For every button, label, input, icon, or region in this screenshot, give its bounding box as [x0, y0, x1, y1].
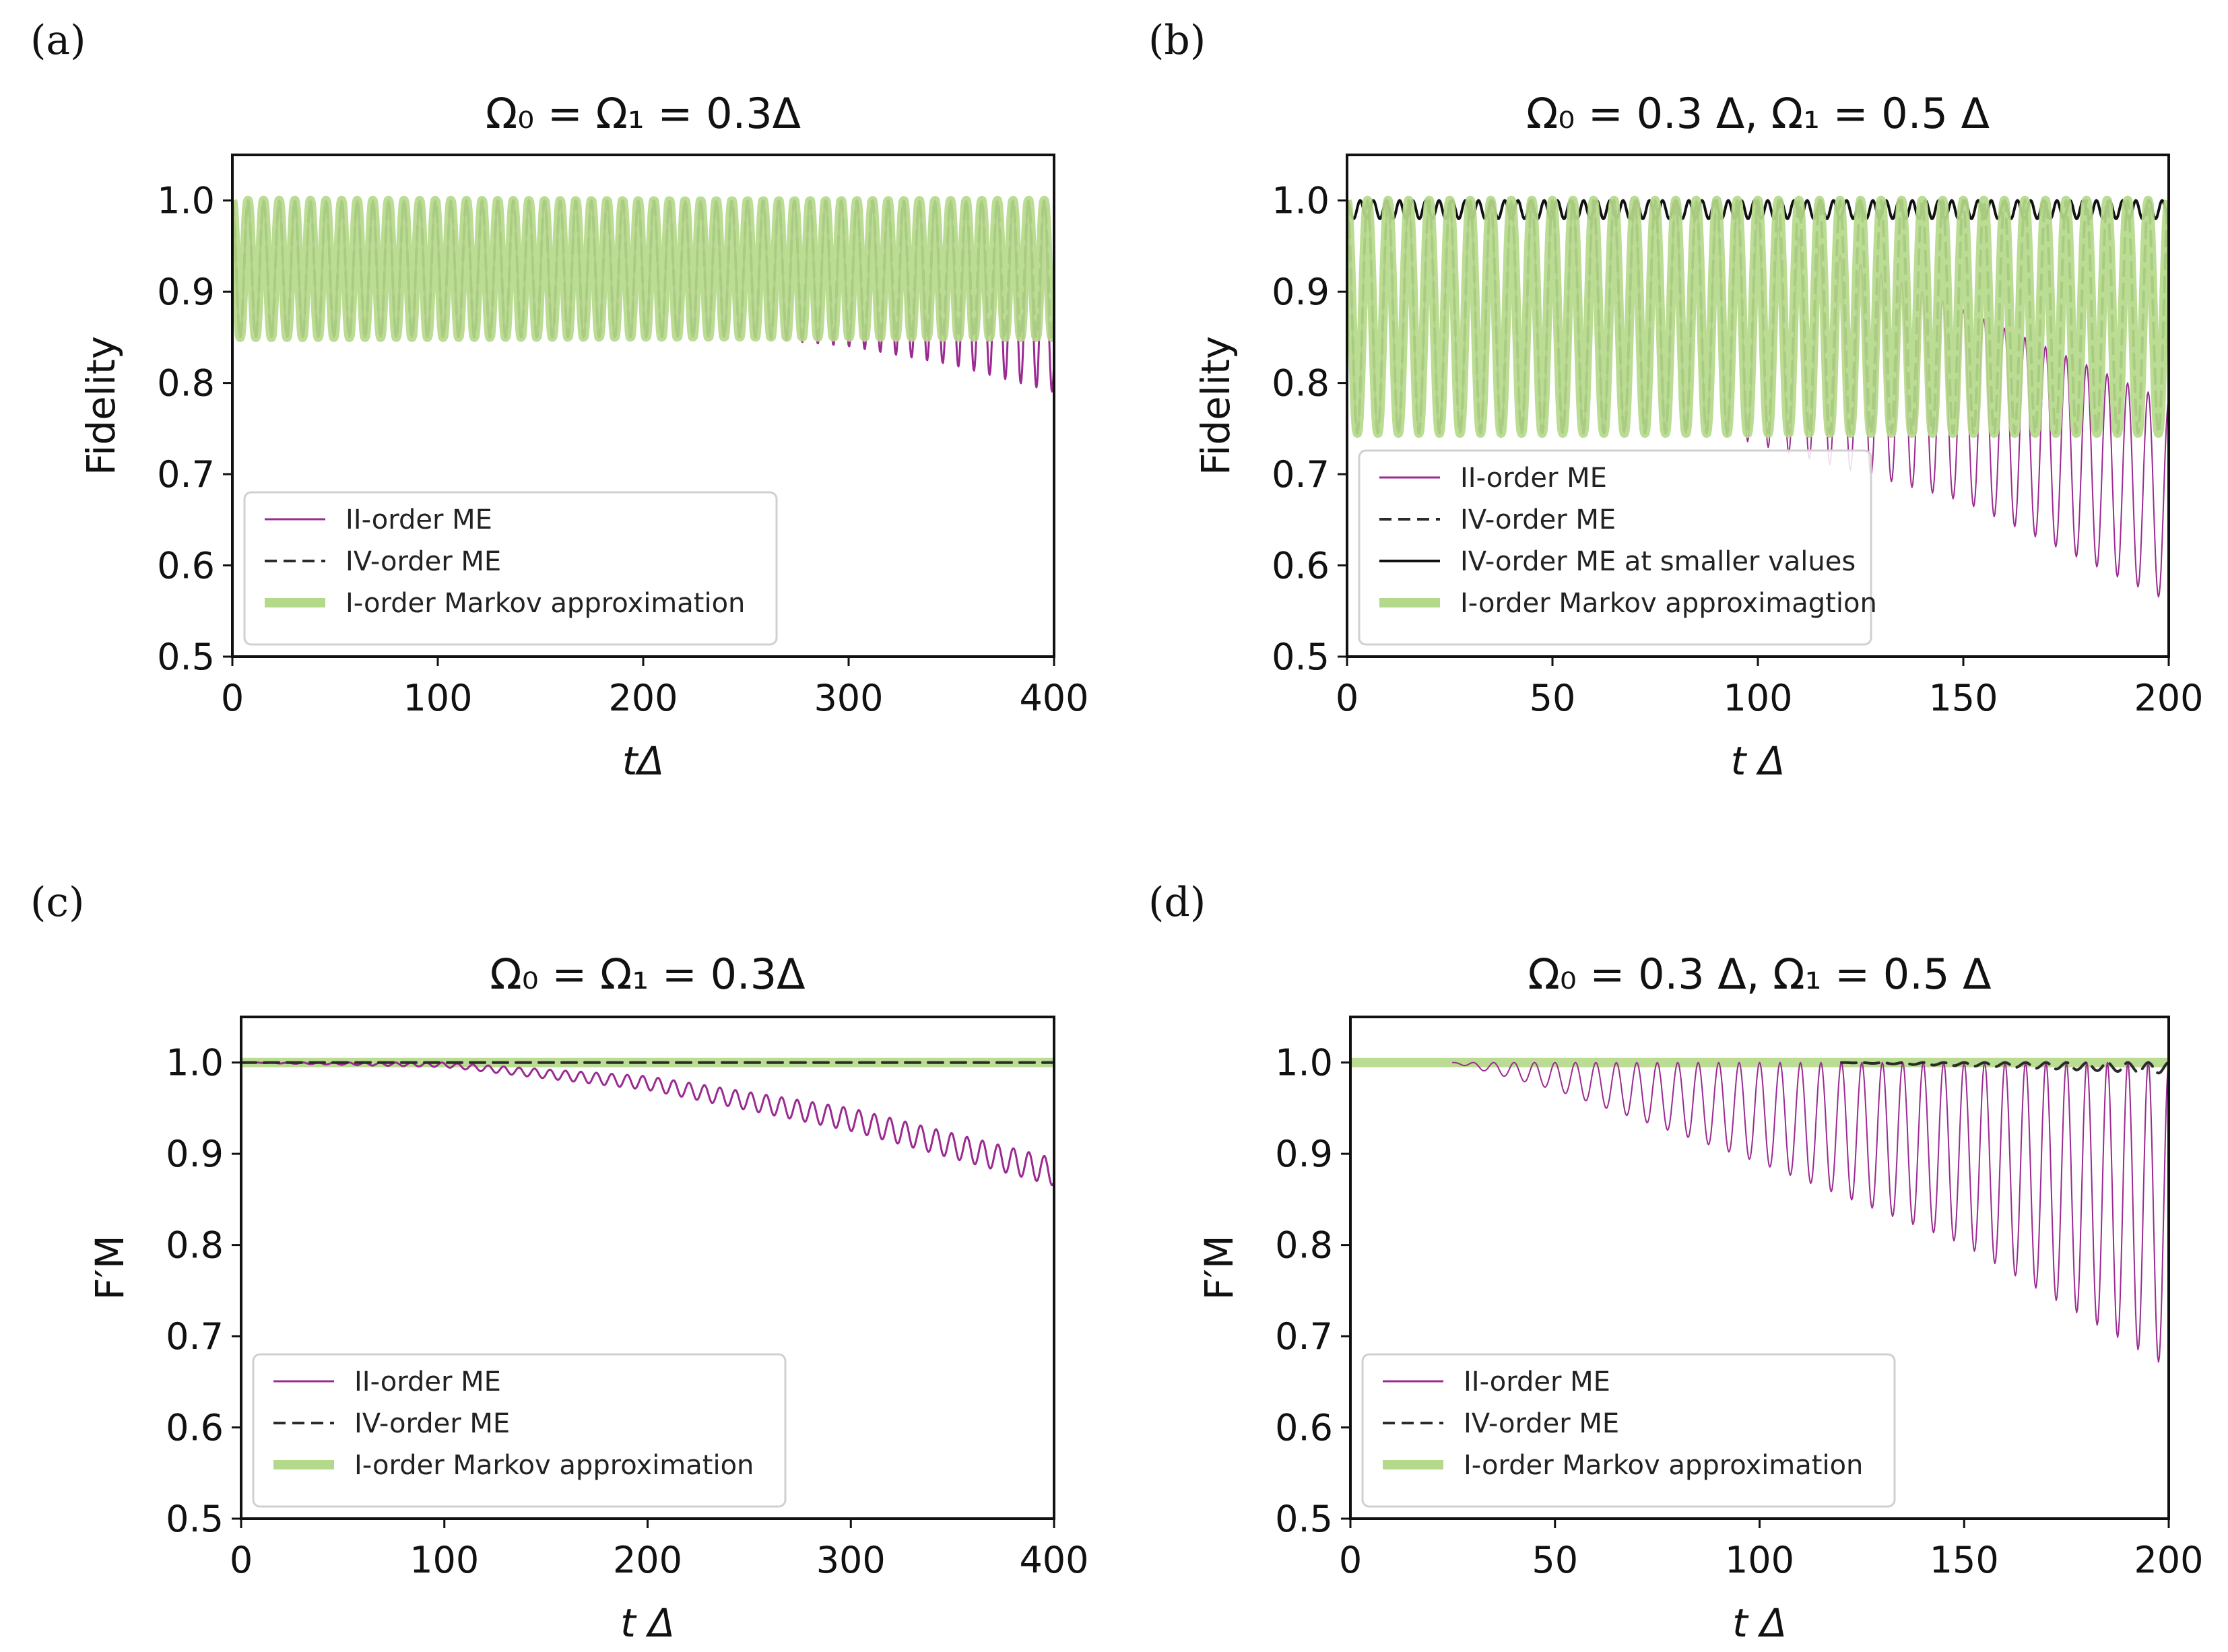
legend-box: [243, 491, 778, 646]
panel-1: (a) Ω₀ = Ω₁ = 0.3Δ 0 100 200 300 400 0.5 0.6 0.7 0…: [30, 17, 1089, 784]
x-tick-label: 100: [409, 1539, 479, 1581]
plot-area: [1350, 1057, 2169, 1363]
series-line: [1451, 1061, 2169, 1363]
y-tick-label: 0.6: [1275, 1407, 1333, 1449]
chart-title: Ω₀ = Ω₁ = 0.3Δ: [490, 950, 805, 999]
x-axis-label: t Δ: [1731, 738, 1785, 784]
x-axis-label: tΔ: [622, 738, 664, 784]
legend-label: IV-order ME: [1464, 1408, 1619, 1439]
y-tick-label: 0.7: [1272, 453, 1330, 496]
plot-area: [232, 195, 1054, 393]
y-tick-label: 0.9: [157, 271, 215, 313]
series-line: [1347, 195, 2169, 438]
panel-label: (d): [1148, 879, 1206, 926]
legend-label: II-order ME: [354, 1366, 501, 1397]
legend: II-order ME IV-order ME I-order Markov app…: [1361, 1353, 1896, 1508]
y-axis-label: Fidelity: [78, 336, 124, 475]
x-tick-label: 100: [1725, 1539, 1794, 1581]
x-tick-label: 100: [403, 677, 472, 719]
x-tick-label: 0: [1339, 1539, 1362, 1581]
series-line: [241, 1061, 1054, 1187]
x-tick-label: 200: [608, 677, 678, 719]
legend-label: I-order Markov approximation: [1464, 1450, 1863, 1481]
y-tick-label: 0.7: [1275, 1315, 1333, 1358]
panel-3: (c) Ω₀ = Ω₁ = 0.3Δ 0 100 200 300 400 0.5 0.6 0.7 0…: [30, 879, 1089, 1646]
plot-area: [241, 1057, 1054, 1187]
x-tick-label: 400: [1019, 1539, 1088, 1581]
x-tick-label: 200: [2134, 677, 2203, 719]
x-tick-label: 0: [1336, 677, 1358, 719]
y-tick-label: 0.6: [166, 1407, 224, 1449]
y-tick-label: 1.0: [1275, 1042, 1333, 1084]
y-tick-label: 1.0: [166, 1042, 224, 1084]
y-tick-label: 0.9: [166, 1133, 224, 1175]
x-tick-label: 50: [1530, 677, 1576, 719]
legend-label: IV-order ME at smaller values: [1460, 546, 1856, 577]
panel-label: (b): [1148, 17, 1206, 64]
legend-box: [1361, 1353, 1896, 1508]
legend-label: II-order ME: [346, 504, 492, 535]
legend-label: I-order Markov approximation: [346, 588, 745, 619]
panel-label: (a): [30, 17, 86, 64]
y-axis-label: Fidelity: [1193, 336, 1239, 475]
x-axis-label: t Δ: [1732, 1600, 1787, 1646]
chart-title: Ω₀ = 0.3 Δ, Ω₁ = 0.5 Δ: [1528, 950, 1991, 999]
x-tick-label: 50: [1532, 1539, 1578, 1581]
legend: II-order ME IV-order ME I-order Markov app…: [243, 491, 778, 646]
y-tick-label: 0.5: [1272, 636, 1330, 678]
legend-label: I-order Markov approximation: [354, 1450, 754, 1481]
y-tick-label: 0.8: [1272, 362, 1330, 405]
x-tick-label: 300: [814, 677, 883, 719]
y-tick-label: 1.0: [157, 180, 215, 222]
legend: II-order ME IV-order ME IV-order ME at sma…: [1358, 449, 1877, 646]
series-line: [232, 195, 1054, 342]
y-tick-label: 0.8: [157, 362, 215, 405]
y-tick-label: 0.5: [1275, 1498, 1333, 1540]
x-tick-label: 150: [1930, 1539, 1999, 1581]
y-axis-label: F′M: [1196, 1235, 1242, 1300]
panel-4: (d) Ω₀ = 0.3 Δ, Ω₁ = 0.5 Δ 0 50 100 150 200 0.5…: [1148, 879, 2204, 1646]
y-tick-label: 0.7: [157, 453, 215, 496]
legend: II-order ME IV-order ME I-order Markov app…: [252, 1353, 787, 1508]
legend-label: II-order ME: [1464, 1366, 1610, 1397]
plot-area: [1347, 195, 2169, 598]
series-line: [1840, 1061, 2169, 1075]
y-tick-label: 1.0: [1272, 180, 1330, 222]
legend-label: IV-order ME: [346, 546, 501, 577]
chart-title: Ω₀ = Ω₁ = 0.3Δ: [486, 89, 801, 138]
y-axis-label: F′M: [87, 1235, 133, 1300]
x-tick-label: 200: [613, 1539, 682, 1581]
panel-2: (b) Ω₀ = 0.3 Δ, Ω₁ = 0.5 Δ 0 50 100 150 200 0.5…: [1148, 17, 2204, 784]
y-tick-label: 0.9: [1272, 271, 1330, 313]
x-tick-label: 0: [221, 677, 244, 719]
y-tick-label: 0.6: [157, 545, 215, 587]
x-tick-label: 200: [2134, 1539, 2203, 1581]
y-tick-label: 0.6: [1272, 545, 1330, 587]
x-axis-label: t Δ: [620, 1600, 675, 1646]
legend-label: I-order Markov approximagtion: [1460, 588, 1877, 619]
x-tick-label: 100: [1723, 677, 1792, 719]
y-tick-label: 0.8: [166, 1224, 224, 1267]
x-tick-label: 150: [1928, 677, 1998, 719]
chart-title: Ω₀ = 0.3 Δ, Ω₁ = 0.5 Δ: [1526, 89, 1990, 138]
y-tick-label: 0.5: [166, 1498, 224, 1540]
y-tick-label: 0.9: [1275, 1133, 1333, 1175]
legend-label: II-order ME: [1460, 463, 1607, 494]
legend-box: [252, 1353, 787, 1508]
legend-box: [1358, 449, 1872, 646]
x-tick-label: 300: [816, 1539, 886, 1581]
panel-label: (c): [30, 879, 84, 926]
y-tick-label: 0.5: [157, 636, 215, 678]
x-tick-label: 0: [230, 1539, 253, 1581]
legend-label: IV-order ME: [354, 1408, 510, 1439]
y-tick-label: 0.8: [1275, 1224, 1333, 1267]
y-tick-label: 0.7: [166, 1315, 224, 1358]
legend-label: IV-order ME: [1460, 504, 1616, 535]
x-tick-label: 400: [1019, 677, 1088, 719]
